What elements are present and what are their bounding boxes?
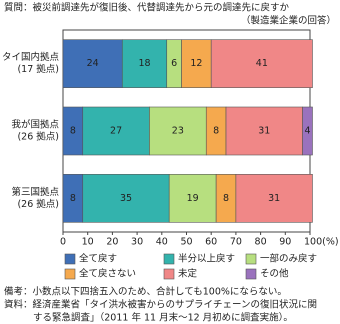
data-label: 35 [120,193,132,204]
chart-subtitle: （製造業企業の回答） [241,15,336,27]
data-label: 27 [110,126,122,137]
x-tick-label: 70 [230,237,242,248]
x-tick-label: 40 [156,237,168,248]
legend-label: 全て戻す [79,253,117,265]
x-tick-label: 0 [60,237,66,248]
data-label: 12 [190,58,202,69]
bar-segment [235,174,313,223]
y-tick-label: 第三国拠点 [11,186,59,198]
chart-title: 質問：被災前調達先が復旧後、代替調達先から元の調達先に戻すか [4,2,290,14]
note: 資料：経済産業省「タイ洪水被害からのサプライチェーンの復旧状況に関 [4,299,317,311]
data-label: 8 [70,193,76,204]
x-tick-label: 100(%) [304,237,339,248]
data-label: 31 [268,193,280,204]
bar-segment [181,39,212,88]
x-tick-label: 50 [180,237,192,248]
data-label: 31 [258,126,270,137]
legend-label: 半分以上戻す [178,253,235,265]
data-label: 8 [223,193,229,204]
data-label: 18 [138,58,150,69]
x-tick-label: 20 [106,237,118,248]
data-label: 23 [172,126,184,137]
y-tick-label: (26 拠点) [17,131,59,143]
bar-segment [62,39,123,88]
note: する緊急調査」（2011 年 11 月末〜12 月初めに調査実施）。 [33,312,293,324]
legend-swatch [245,268,257,280]
legend-label: 未定 [178,268,198,280]
data-label: 6 [171,58,177,69]
y-tick-label: 我が国拠点 [11,119,59,131]
legend-swatch [245,253,257,265]
data-label: 4 [305,126,311,137]
bar-segment [302,106,313,156]
bar-segment [82,106,150,156]
bar-segment [82,174,170,223]
data-label: 24 [87,58,99,69]
x-tick-label: 10 [82,237,94,248]
x-tick-label: 80 [255,237,267,248]
data-label: 19 [187,193,199,204]
x-tick-label: 90 [279,237,291,248]
bar-segment [149,106,207,156]
data-label: 41 [256,58,268,69]
legend-swatch [64,268,76,280]
bar-segment [225,106,303,156]
y-tick-label: (17 拠点) [17,63,59,75]
y-tick-label: (26 拠点) [17,198,59,210]
data-label: 8 [70,126,76,137]
legend-swatch [163,253,175,265]
legend-label: 一部のみ戻す [260,253,317,265]
note: 備考：小数点以下四捨五入のため、合計しても100%にならない。 [4,286,287,298]
legend-swatch [64,253,76,265]
x-tick-label: 60 [205,237,217,248]
legend-label: その他 [260,268,289,280]
bar-segment [210,39,313,88]
y-tick-label: タイ国内拠点 [2,51,60,63]
legend-label: 全て戻さない [79,268,136,280]
legend-swatch [163,268,175,280]
x-tick-label: 30 [131,237,143,248]
data-label: 8 [213,126,219,137]
